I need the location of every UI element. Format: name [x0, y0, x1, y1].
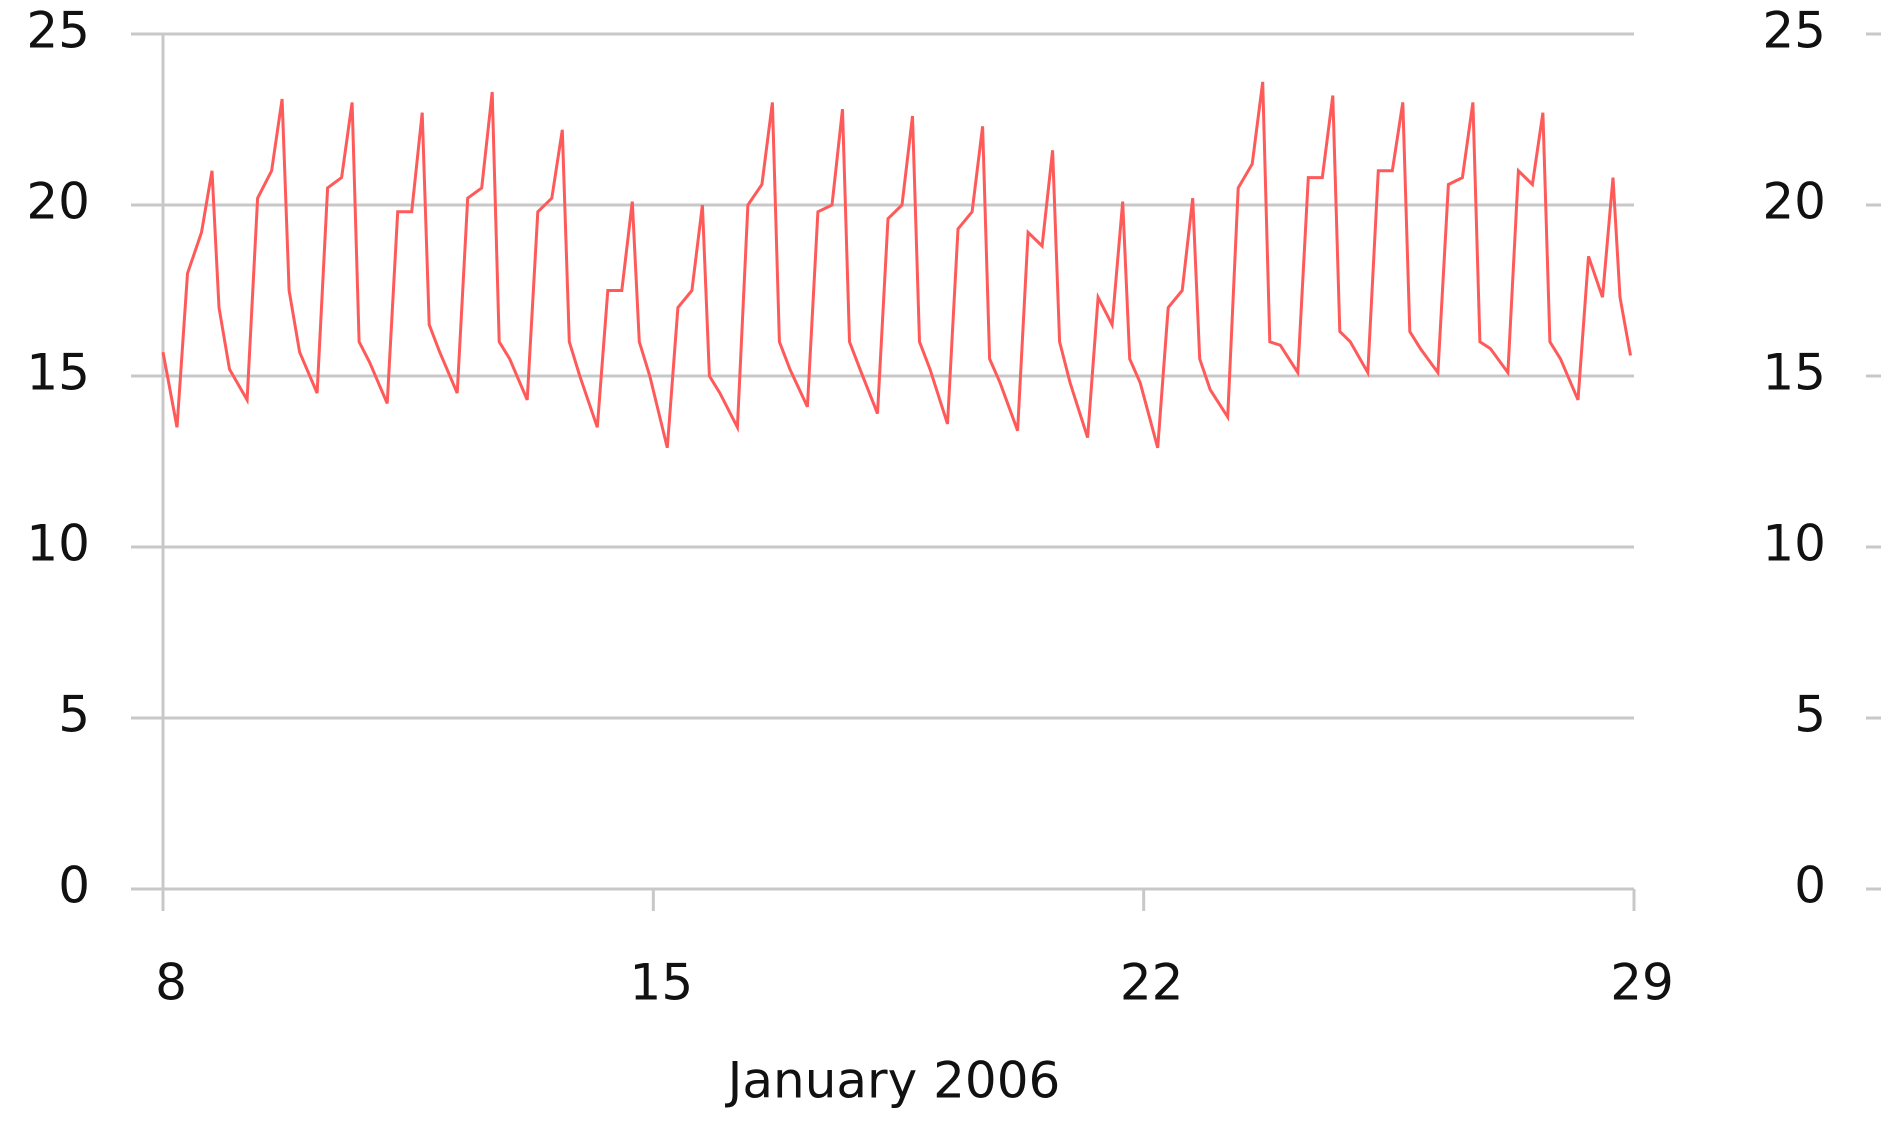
data-line: [161, 81, 1632, 449]
y-tick-label: 0: [58, 857, 90, 915]
x-tick-label: 15: [630, 954, 694, 1012]
y2-tick-label: 25: [1762, 2, 1826, 60]
y-tick-label: 20: [26, 173, 90, 231]
x-tick-label: 22: [1120, 954, 1184, 1012]
y2-tick-label: 5: [1794, 686, 1826, 744]
y2-tick-label: 20: [1762, 173, 1826, 231]
y2-tick-label: 0: [1794, 857, 1826, 915]
y-tick-label: 5: [58, 686, 90, 744]
y-tick-label: 10: [26, 515, 90, 573]
x-axis-title: January 2006: [725, 1052, 1061, 1110]
y2-tick-label: 10: [1762, 515, 1826, 573]
y2-tick-label: 15: [1762, 344, 1826, 402]
x-tick-label: 29: [1610, 954, 1674, 1012]
x-tick-label: 8: [155, 954, 187, 1012]
y-tick-label: 25: [26, 2, 90, 60]
y-tick-label: 15: [26, 344, 90, 402]
